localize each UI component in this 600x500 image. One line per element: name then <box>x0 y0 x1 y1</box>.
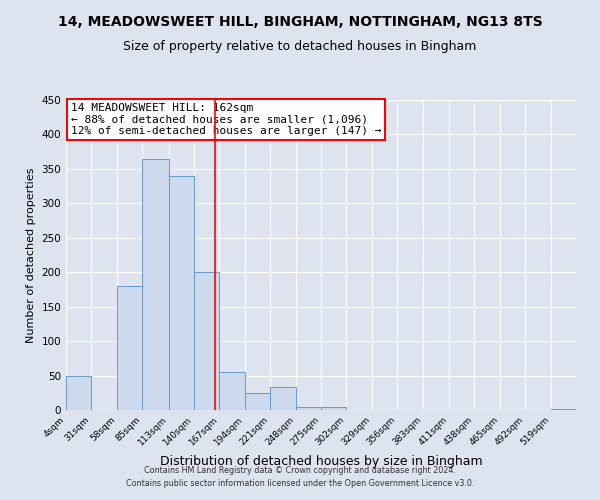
Bar <box>169 176 194 410</box>
Bar <box>245 393 270 410</box>
Bar <box>321 406 346 410</box>
Bar <box>220 372 245 410</box>
Text: 14 MEADOWSWEET HILL: 162sqm
← 88% of detached houses are smaller (1,096)
12% of : 14 MEADOWSWEET HILL: 162sqm ← 88% of det… <box>71 103 382 136</box>
Bar <box>551 408 576 410</box>
Bar <box>296 406 321 410</box>
Y-axis label: Number of detached properties: Number of detached properties <box>26 168 36 342</box>
Bar <box>117 286 142 410</box>
Text: 14, MEADOWSWEET HILL, BINGHAM, NOTTINGHAM, NG13 8TS: 14, MEADOWSWEET HILL, BINGHAM, NOTTINGHA… <box>58 15 542 29</box>
Bar <box>66 376 91 410</box>
Bar <box>270 388 296 410</box>
Text: Size of property relative to detached houses in Bingham: Size of property relative to detached ho… <box>124 40 476 53</box>
Text: Contains HM Land Registry data © Crown copyright and database right 2024.
Contai: Contains HM Land Registry data © Crown c… <box>126 466 474 487</box>
X-axis label: Distribution of detached houses by size in Bingham: Distribution of detached houses by size … <box>160 456 482 468</box>
Bar <box>142 158 169 410</box>
Bar <box>194 272 220 410</box>
